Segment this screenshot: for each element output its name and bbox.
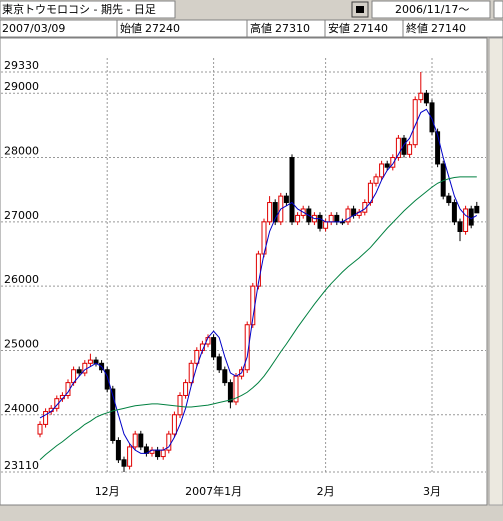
candle-body [401, 137, 407, 155]
info-bar [0, 19, 503, 38]
candle-body [328, 214, 334, 223]
candle-body [412, 99, 418, 146]
candle-body [115, 439, 121, 461]
candle-body [155, 449, 161, 458]
candle-body [474, 205, 480, 214]
candle-body [87, 359, 93, 364]
candle-body [289, 157, 295, 223]
candle-body [451, 202, 457, 223]
candle-body [110, 388, 116, 441]
info-date: 2007/03/09 [2, 22, 65, 35]
candle-body [267, 202, 273, 223]
date-box[interactable] [371, 0, 491, 19]
candle-body [177, 394, 183, 416]
y-tick-label: 24000 [4, 402, 39, 415]
start-date: 2006/11/17～ [395, 3, 469, 16]
candle-body [37, 423, 43, 435]
candle-body [384, 163, 390, 168]
candle-body [171, 414, 177, 435]
candle-body [457, 221, 463, 232]
candle-body [390, 157, 396, 168]
x-tick-label: 2007年1月 [185, 484, 242, 498]
candle-body [227, 382, 233, 403]
field-value: 27140 [353, 22, 388, 35]
y-tick-label: 25000 [4, 337, 39, 350]
title: 東京トウモロコシ - 期先 - 日足 [2, 2, 156, 16]
candle-body [76, 369, 82, 374]
y-tick-label: 28000 [4, 145, 39, 158]
button-icon [356, 6, 364, 13]
side-box [493, 0, 503, 19]
candle-body [160, 449, 166, 458]
candle-body [183, 382, 189, 396]
candle-body [222, 369, 228, 384]
field-label: 高値 [250, 21, 272, 35]
y-tick-label: 29330 [4, 59, 39, 72]
scrollbar[interactable] [488, 37, 503, 506]
candle-body [127, 446, 133, 467]
x-tick-label: 12月 [95, 485, 120, 498]
candle-body [43, 411, 49, 425]
y-tick-label: 26000 [4, 273, 39, 286]
candle-body [379, 163, 385, 178]
field-value: 27310 [275, 22, 310, 35]
y-tick-label: 27000 [4, 209, 39, 222]
field-value: 27240 [145, 22, 180, 35]
field-label: 安値 [328, 21, 350, 35]
candle-body [429, 102, 435, 133]
candle-body [373, 176, 379, 184]
candle-body [423, 92, 429, 104]
field-label: 始値 [120, 21, 142, 35]
candle-body [283, 195, 289, 204]
candle-body [334, 214, 340, 223]
candle-body [418, 92, 424, 101]
candle-body [121, 459, 127, 467]
field-value: 27140 [431, 22, 466, 35]
candle-body [104, 369, 110, 390]
candle-body [216, 356, 222, 371]
candle-body [395, 137, 401, 159]
candle-body [407, 144, 413, 155]
y-tick-label: 29000 [4, 80, 39, 93]
field-label: 終値 [406, 21, 428, 35]
candle-body [323, 221, 329, 229]
candle-body [345, 208, 351, 223]
moving-average-line [39, 108, 478, 454]
candle-body [272, 202, 278, 223]
candle-body [435, 131, 441, 165]
candle-body [446, 195, 452, 204]
moving-average-line [39, 176, 477, 461]
candle-body [188, 362, 194, 384]
candle-body [295, 214, 301, 223]
candle-body [166, 433, 172, 451]
y-tick-label: 23110 [4, 459, 39, 472]
candle-body [244, 324, 250, 371]
candle-body [132, 433, 138, 448]
candle-body [317, 214, 323, 229]
candle-body [138, 433, 144, 448]
title-box [0, 0, 176, 19]
x-tick-label: 2月 [317, 485, 335, 498]
candle-body [211, 337, 217, 358]
candle-body [463, 208, 469, 232]
candle-body [194, 349, 200, 364]
candle-body [468, 208, 474, 226]
x-tick-label: 3月 [423, 485, 441, 498]
